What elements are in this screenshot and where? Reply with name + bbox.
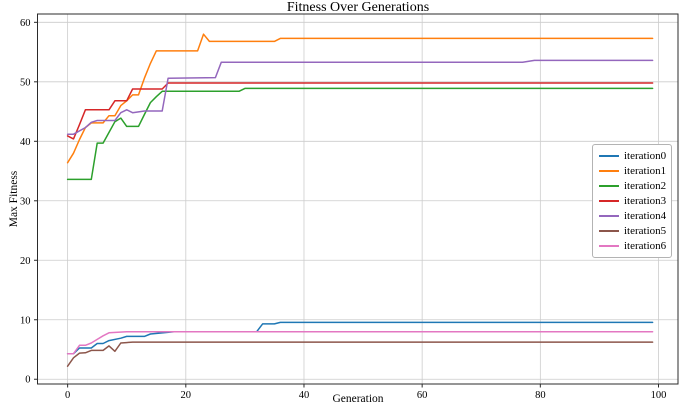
series-line-iteration0 <box>66 321 654 355</box>
legend-item-iteration4: iteration4 <box>599 209 667 223</box>
legend-item-iteration6: iteration6 <box>599 239 667 253</box>
y-tick-label: 0 <box>25 375 30 386</box>
x-tick-label: 100 <box>651 390 667 401</box>
x-tick-label: 0 <box>65 390 70 401</box>
legend-line-swatch <box>599 245 619 247</box>
legend-line-swatch <box>599 155 619 157</box>
y-axis-label: Max Fitness <box>8 170 20 228</box>
legend-label: iteration0 <box>624 150 667 162</box>
y-tick-label: 40 <box>20 137 31 148</box>
legend-item-iteration5: iteration5 <box>599 224 667 238</box>
legend-label: iteration5 <box>624 225 667 237</box>
series-line-iteration6 <box>66 330 654 355</box>
chart-title: Fitness Over Generations <box>286 0 430 15</box>
x-tick-label: 80 <box>535 390 546 401</box>
legend-label: iteration3 <box>624 195 667 207</box>
y-tick-label: 60 <box>20 18 31 29</box>
y-tick-label: 50 <box>20 77 31 88</box>
legend-item-iteration3: iteration3 <box>599 194 667 208</box>
legend-label: iteration1 <box>624 165 667 177</box>
legend-line-swatch <box>599 170 619 172</box>
y-tick-label: 20 <box>20 256 31 267</box>
legend-line-swatch <box>599 185 619 187</box>
x-tick-label: 20 <box>181 390 192 401</box>
legend-item-iteration2: iteration2 <box>599 179 667 193</box>
series-line-iteration2 <box>66 87 654 181</box>
legend-line-swatch <box>599 200 619 202</box>
legend-line-swatch <box>599 215 619 217</box>
legend-label: iteration2 <box>624 180 667 192</box>
series-line-iteration3 <box>66 82 654 140</box>
x-axis-label: Generation <box>332 393 384 405</box>
legend-label: iteration6 <box>624 240 667 252</box>
series-line-iteration5 <box>66 341 654 367</box>
x-tick-label: 40 <box>299 390 310 401</box>
plot-border <box>37 13 679 385</box>
x-tick-label: 60 <box>417 390 428 401</box>
legend: iteration0 iteration1 iteration2 iterati… <box>592 144 672 258</box>
legend-item-iteration1: iteration1 <box>599 164 667 178</box>
y-tick-label: 10 <box>20 315 31 326</box>
legend-line-swatch <box>599 230 619 232</box>
legend-label: iteration4 <box>624 210 667 222</box>
legend-item-iteration0: iteration0 <box>599 149 667 163</box>
series-line-iteration4 <box>66 59 654 135</box>
y-tick-label: 30 <box>20 196 31 207</box>
